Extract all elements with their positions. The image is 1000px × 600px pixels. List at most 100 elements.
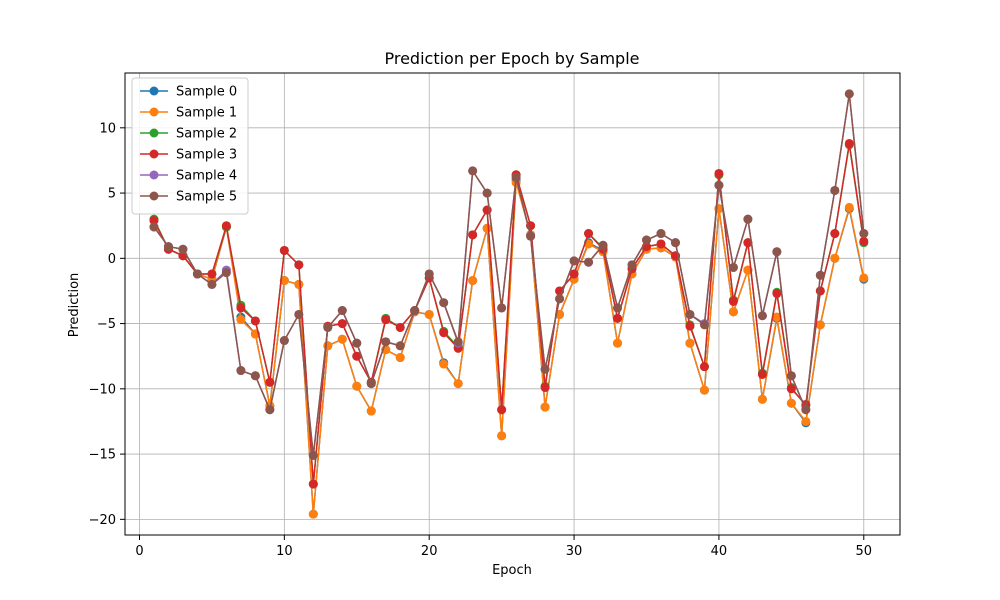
data-point: [757, 369, 767, 379]
legend-marker: [149, 191, 159, 201]
legend-item: Sample 2: [140, 127, 237, 142]
data-point: [294, 279, 304, 289]
data-point: [294, 260, 304, 270]
data-point: [207, 279, 217, 289]
data-point: [569, 256, 579, 266]
data-point: [236, 366, 246, 376]
data-point: [526, 231, 536, 241]
x-axis-label: Epoch: [492, 563, 532, 578]
data-point: [815, 320, 825, 330]
data-point: [613, 313, 623, 323]
series-line: [153, 142, 865, 485]
data-point: [236, 315, 246, 325]
data-point: [453, 379, 463, 389]
data-point: [830, 253, 840, 263]
data-point: [613, 338, 623, 348]
data-point: [772, 247, 782, 257]
data-point: [323, 322, 333, 332]
data-point: [381, 337, 391, 347]
data-point: [497, 405, 507, 415]
data-point: [786, 398, 796, 408]
data-point: [337, 306, 347, 316]
data-point: [540, 402, 550, 412]
x-tick-label: 20: [421, 544, 438, 559]
x-tick-label: 40: [711, 544, 728, 559]
data-point: [149, 215, 159, 225]
data-point: [844, 89, 854, 99]
data-point: [786, 371, 796, 381]
data-point: [352, 381, 362, 391]
data-point: [685, 338, 695, 348]
legend-item: Sample 4: [140, 169, 237, 184]
data-point: [497, 431, 507, 441]
data-point: [656, 229, 666, 239]
x-tick-label: 30: [566, 544, 583, 559]
data-point: [685, 309, 695, 319]
data-point: [221, 221, 231, 231]
data-point: [308, 450, 318, 460]
data-point: [670, 238, 680, 248]
data-point: [308, 509, 318, 519]
data-point: [337, 319, 347, 329]
data-point: [743, 238, 753, 248]
legend-label: Sample 0: [176, 85, 237, 100]
data-point: [395, 353, 405, 363]
data-point: [844, 138, 854, 148]
data-point: [511, 172, 521, 182]
data-point: [786, 384, 796, 394]
data-point: [728, 262, 738, 272]
data-point: [395, 341, 405, 351]
data-point: [714, 168, 724, 178]
data-point: [265, 377, 275, 387]
data-point: [424, 309, 434, 319]
data-point: [613, 303, 623, 313]
legend: Sample 0 Sample 1 Sample 2 Sample 3 Sample 4…: [131, 77, 249, 215]
data-point: [656, 239, 666, 249]
data-point: [627, 260, 637, 270]
legend-marker: [149, 86, 159, 96]
legend-item: Sample 1: [140, 106, 237, 121]
data-point: [801, 405, 811, 415]
data-point: [584, 229, 594, 239]
data-point: [294, 309, 304, 319]
data-point: [685, 321, 695, 331]
data-point: [540, 364, 550, 374]
data-point: [540, 383, 550, 393]
data-point: [236, 303, 246, 313]
legend-label: Sample 1: [176, 106, 237, 121]
data-point: [859, 229, 869, 239]
data-point: [221, 268, 231, 278]
data-point: [410, 306, 420, 316]
data-point: [830, 185, 840, 195]
data-point: [772, 289, 782, 299]
data-point: [699, 320, 709, 330]
y-tick-label: −10: [89, 382, 116, 397]
data-point: [859, 273, 869, 283]
series-5: [149, 89, 869, 460]
y-tick-label: −15: [89, 448, 116, 463]
data-point: [337, 334, 347, 344]
data-point: [352, 338, 362, 348]
data-point: [728, 296, 738, 306]
y-tick-label: 5: [108, 187, 116, 202]
legend-label: Sample 5: [176, 190, 237, 205]
legend-label: Sample 2: [176, 127, 237, 142]
series-line: [153, 93, 865, 457]
data-point: [801, 416, 811, 426]
data-point: [699, 385, 709, 395]
data-point: [279, 245, 289, 255]
data-point: [830, 229, 840, 239]
data-point: [366, 379, 376, 389]
legend-marker: [149, 170, 159, 180]
data-point: [453, 337, 463, 347]
data-point: [859, 236, 869, 246]
y-tick-label: −5: [97, 317, 116, 332]
axis-ticks: 0 10 20 30 40 50 −20 −15 −10 −5 0 5 10: [89, 121, 872, 559]
data-point: [468, 230, 478, 240]
data-point: [757, 394, 767, 404]
data-point: [395, 322, 405, 332]
data-point: [366, 406, 376, 416]
legend-item: Sample 0: [140, 85, 237, 100]
data-point: [207, 269, 217, 279]
